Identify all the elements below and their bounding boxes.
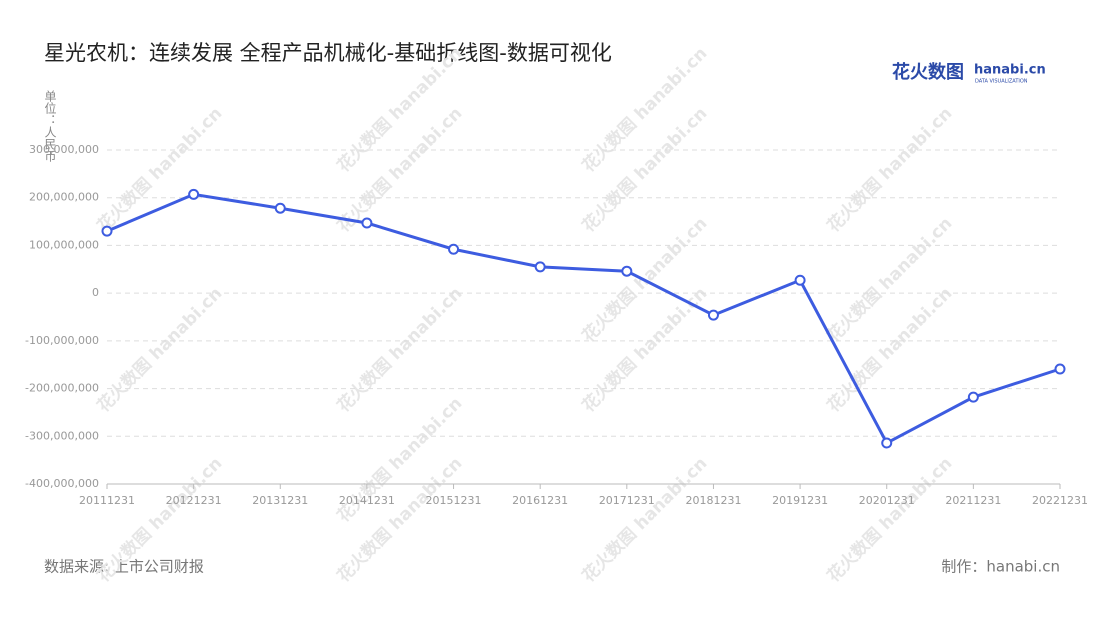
data-point (101, 225, 113, 237)
logo-sub: DATA VISUALIZATION (975, 79, 1028, 85)
x-tick-label: 20161231 (512, 494, 568, 507)
data-point (881, 437, 893, 449)
y-tick-label: 200,000,000 (29, 191, 99, 204)
data-line (106, 192, 1061, 445)
source: 数据来源: 上市公司财报 (44, 558, 204, 576)
watermark: 花火数图 hanabi.cn (578, 453, 711, 586)
y-tick-label: -400,000,000 (25, 477, 99, 490)
watermark: 花火数图 hanabi.cn (823, 103, 956, 236)
x-tick-label: 20131231 (252, 494, 308, 507)
logo-en: hanabi.cn (974, 63, 1046, 78)
data-point (707, 309, 719, 321)
data-point (621, 265, 633, 277)
x-tick-label: 20201231 (859, 494, 915, 507)
x-tick-label: 20121231 (166, 494, 222, 507)
data-point (361, 217, 373, 229)
x-tick-label: 20141231 (339, 494, 395, 507)
y-tick-label: 300,000,000 (29, 143, 99, 156)
credit: 制作：hanabi.cn (941, 558, 1060, 576)
data-point (188, 188, 200, 200)
data-point (534, 261, 546, 273)
data-point (967, 391, 979, 403)
x-tick-label: 20171231 (599, 494, 655, 507)
y-tick-label: -100,000,000 (25, 334, 99, 347)
x-tick-label: 20211231 (945, 494, 1001, 507)
data-point (794, 274, 806, 286)
data-point (274, 202, 286, 214)
x-tick-label: 20151231 (426, 494, 482, 507)
x-tick-label: 20221231 (1032, 494, 1088, 507)
chart-title: 星光农机：连续发展 全程产品机械化-基础折线图-数据可视化 (44, 41, 612, 65)
x-tick-label: 20111231 (79, 494, 135, 507)
x-tick-label: 20191231 (772, 494, 828, 507)
y-tick-label: -300,000,000 (25, 429, 99, 442)
logo-cn: 花火数图 (892, 61, 964, 83)
y-tick-label: 100,000,000 (29, 238, 99, 251)
y-axis-label: 单位：人民币 (43, 90, 57, 162)
y-tick-label: 0 (92, 286, 99, 299)
data-point (1054, 363, 1066, 375)
watermark: 花火数图 hanabi.cn (93, 103, 226, 236)
y-tick-label: -200,000,000 (25, 382, 99, 395)
watermark: 花火数图 hanabi.cn (823, 213, 956, 346)
watermark: 花火数图 hanabi.cn (333, 283, 466, 416)
watermark: 花火数图 hanabi.cn (823, 453, 956, 586)
watermark: 花火数图 hanabi.cn (823, 283, 956, 416)
x-tick-label: 20181231 (685, 494, 741, 507)
watermark: 花火数图 hanabi.cn (93, 283, 226, 416)
data-point (448, 243, 460, 255)
